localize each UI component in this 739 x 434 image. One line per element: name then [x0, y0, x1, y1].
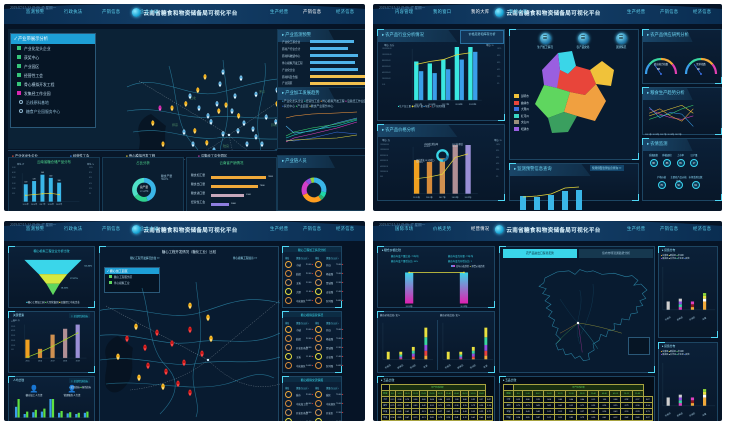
svg-text:2019年: 2019年 [465, 195, 473, 199]
svg-text:东南亚: 东南亚 [664, 315, 672, 322]
svg-text:560: 560 [49, 175, 52, 177]
svg-text:非洲区: 非洲区 [469, 363, 477, 370]
svg-text:欧美区: 欧美区 [676, 315, 684, 322]
svg-text:580: 580 [58, 180, 61, 182]
svg-text:540: 540 [41, 172, 44, 174]
svg-text:总产量: 总产量 [140, 185, 148, 189]
svg-text:2019: 2019 [76, 360, 80, 362]
svg-text:欧美区: 欧美区 [396, 363, 404, 370]
svg-text:总量: 总量 [422, 363, 429, 369]
svg-text:非洲区: 非洲区 [409, 363, 417, 370]
svg-text:2017: 2017 [51, 360, 55, 362]
svg-text:非洲区: 非洲区 [688, 315, 696, 322]
svg-text:62.36%: 62.36% [85, 265, 93, 268]
svg-text:陆良: 陆良 [223, 143, 229, 148]
svg-text:2019年: 2019年 [460, 304, 468, 308]
svg-text:总量: 总量 [701, 315, 707, 321]
svg-text:2018年: 2018年 [406, 304, 414, 308]
svg-text:2015: 2015 [25, 360, 29, 362]
svg-text:2017年: 2017年 [439, 195, 447, 199]
svg-text:欧美区: 欧美区 [456, 363, 464, 370]
svg-text:总量: 总量 [701, 411, 707, 417]
svg-text:27.87%: 27.87% [70, 277, 78, 280]
svg-text:东南亚: 东南亚 [444, 363, 452, 370]
svg-text:罗平: 罗平 [259, 90, 265, 94]
svg-text:师宗: 师宗 [172, 122, 178, 127]
svg-text:2017年: 2017年 [39, 202, 45, 206]
svg-text:2019年: 2019年 [56, 202, 62, 206]
svg-text:520: 520 [33, 178, 36, 180]
svg-text:2019年: 2019年 [469, 102, 477, 105]
svg-text:非洲区: 非洲区 [688, 411, 696, 418]
svg-text:2015年: 2015年 [23, 202, 29, 206]
svg-text:10.23%: 10.23% [61, 287, 69, 290]
svg-text:欧美区: 欧美区 [676, 411, 684, 418]
svg-text:2016: 2016 [38, 360, 42, 362]
svg-text:东南亚: 东南亚 [384, 363, 392, 370]
svg-text:2015年: 2015年 [413, 195, 421, 199]
svg-text:2018: 2018 [63, 360, 67, 362]
svg-text:东南亚: 东南亚 [664, 411, 672, 418]
svg-text:2016年: 2016年 [426, 195, 434, 199]
svg-text:总量: 总量 [482, 363, 489, 369]
svg-text:127.6万吨: 127.6万吨 [140, 189, 149, 193]
svg-text:2018年: 2018年 [452, 195, 460, 199]
svg-text:2018年: 2018年 [455, 102, 463, 105]
svg-text:500: 500 [24, 182, 27, 184]
svg-text:2016年: 2016年 [31, 202, 37, 206]
svg-text:2018年: 2018年 [48, 202, 54, 206]
